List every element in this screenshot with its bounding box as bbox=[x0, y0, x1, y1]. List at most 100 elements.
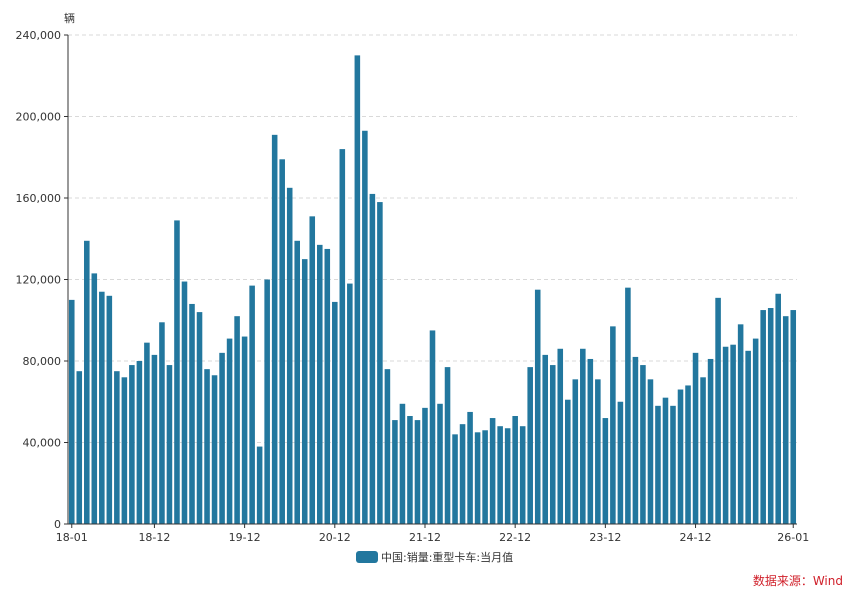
bar[interactable] bbox=[647, 379, 654, 524]
bar[interactable] bbox=[189, 303, 195, 524]
bar[interactable] bbox=[106, 295, 113, 524]
bar[interactable] bbox=[91, 273, 98, 524]
bar[interactable] bbox=[459, 424, 466, 524]
bar[interactable] bbox=[249, 285, 255, 524]
bar[interactable] bbox=[549, 365, 556, 524]
bar[interactable] bbox=[482, 430, 488, 524]
bar[interactable] bbox=[151, 354, 158, 524]
bar[interactable] bbox=[347, 283, 353, 524]
bar[interactable] bbox=[790, 310, 797, 524]
bar[interactable] bbox=[399, 403, 406, 524]
bar[interactable] bbox=[557, 348, 564, 524]
bar[interactable] bbox=[474, 432, 481, 524]
bar[interactable] bbox=[99, 291, 105, 524]
bar[interactable] bbox=[602, 418, 609, 524]
bar[interactable] bbox=[144, 342, 150, 524]
bar[interactable] bbox=[211, 375, 218, 524]
bar[interactable] bbox=[271, 134, 278, 524]
bar[interactable] bbox=[407, 416, 413, 524]
bar[interactable] bbox=[392, 420, 398, 524]
bar[interactable] bbox=[129, 365, 135, 524]
bar[interactable] bbox=[670, 405, 676, 524]
y-tick-label: 0 bbox=[54, 518, 61, 531]
bar[interactable] bbox=[587, 358, 594, 524]
bar[interactable] bbox=[362, 130, 368, 524]
bar[interactable] bbox=[534, 289, 541, 524]
bar[interactable] bbox=[752, 338, 759, 524]
bar[interactable] bbox=[782, 316, 789, 524]
bar[interactable] bbox=[512, 416, 518, 524]
bar[interactable] bbox=[234, 316, 240, 524]
bar[interactable] bbox=[722, 346, 729, 524]
bar[interactable] bbox=[354, 55, 361, 525]
bar[interactable] bbox=[301, 259, 308, 525]
bar[interactable] bbox=[309, 216, 316, 524]
bar[interactable] bbox=[662, 397, 669, 524]
bar[interactable] bbox=[542, 354, 549, 524]
y-tick-label: 40,000 bbox=[23, 437, 62, 450]
bar[interactable] bbox=[174, 220, 180, 524]
bar[interactable] bbox=[707, 358, 714, 524]
bar[interactable] bbox=[114, 371, 120, 524]
bar[interactable] bbox=[422, 407, 428, 524]
bar[interactable] bbox=[136, 361, 143, 524]
legend[interactable]: 中国:销量:重型卡车:当月值 bbox=[356, 550, 513, 564]
bar[interactable] bbox=[625, 287, 631, 524]
bar[interactable] bbox=[685, 385, 691, 524]
bar[interactable] bbox=[264, 279, 270, 525]
bar[interactable] bbox=[640, 365, 646, 524]
bar[interactable] bbox=[429, 330, 436, 524]
bar[interactable] bbox=[286, 187, 293, 524]
bar[interactable] bbox=[760, 310, 766, 524]
bar[interactable] bbox=[219, 352, 225, 524]
bar[interactable] bbox=[226, 338, 233, 524]
bar[interactable] bbox=[76, 371, 83, 524]
bar[interactable] bbox=[452, 434, 458, 524]
bar[interactable] bbox=[497, 426, 503, 524]
bar[interactable] bbox=[595, 379, 601, 524]
bar[interactable] bbox=[279, 159, 285, 525]
bar[interactable] bbox=[737, 324, 744, 524]
bar[interactable] bbox=[610, 326, 616, 524]
bar[interactable] bbox=[256, 446, 263, 524]
bar[interactable] bbox=[617, 401, 624, 524]
bar[interactable] bbox=[324, 248, 331, 524]
bar[interactable] bbox=[196, 312, 203, 524]
bar[interactable] bbox=[489, 418, 496, 524]
bar[interactable] bbox=[745, 350, 751, 524]
bar[interactable] bbox=[369, 193, 376, 525]
bar[interactable] bbox=[467, 411, 473, 524]
bar[interactable] bbox=[437, 403, 443, 524]
bar[interactable] bbox=[84, 240, 90, 525]
bar[interactable] bbox=[316, 244, 323, 525]
bar[interactable] bbox=[159, 322, 165, 524]
bar[interactable] bbox=[632, 356, 639, 524]
bar[interactable] bbox=[580, 348, 586, 524]
bar[interactable] bbox=[444, 367, 451, 524]
bar[interactable] bbox=[527, 367, 533, 524]
bar[interactable] bbox=[332, 301, 338, 524]
bar[interactable] bbox=[565, 399, 571, 524]
bar[interactable] bbox=[68, 299, 75, 525]
bar[interactable] bbox=[677, 389, 684, 524]
bar[interactable] bbox=[655, 405, 661, 524]
bar[interactable] bbox=[700, 377, 706, 524]
bar[interactable] bbox=[715, 297, 721, 524]
bar[interactable] bbox=[377, 202, 383, 524]
bar[interactable] bbox=[121, 377, 128, 524]
bar[interactable] bbox=[181, 281, 188, 524]
bar[interactable] bbox=[339, 149, 346, 524]
bar[interactable] bbox=[692, 352, 699, 524]
bar[interactable] bbox=[414, 420, 421, 524]
bar[interactable] bbox=[204, 369, 210, 524]
bar[interactable] bbox=[504, 428, 511, 524]
bar[interactable] bbox=[166, 365, 173, 524]
bar[interactable] bbox=[572, 379, 579, 524]
bar[interactable] bbox=[767, 308, 774, 524]
bar[interactable] bbox=[775, 293, 781, 524]
bar[interactable] bbox=[294, 240, 300, 525]
bar[interactable] bbox=[730, 344, 736, 524]
bar[interactable] bbox=[384, 369, 391, 524]
bar[interactable] bbox=[519, 426, 526, 524]
bar[interactable] bbox=[241, 336, 248, 524]
